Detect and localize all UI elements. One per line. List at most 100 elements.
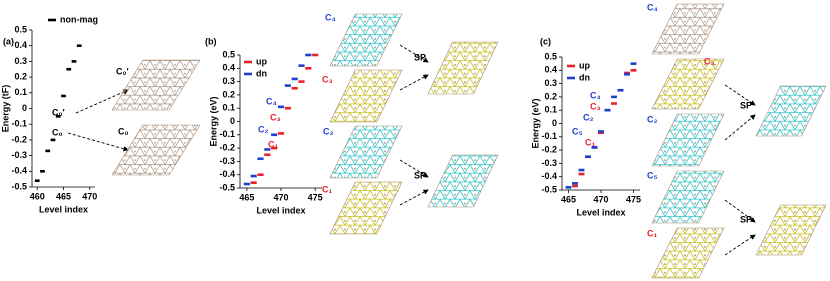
x-tick-label: 465 bbox=[56, 191, 71, 201]
y-tick-label: -0.4 bbox=[219, 169, 235, 179]
annotation: C₂ bbox=[258, 124, 269, 134]
y-tick-label: 0 bbox=[230, 116, 235, 126]
annotation: C₀′ bbox=[52, 107, 65, 117]
annotation: C₃ bbox=[270, 112, 281, 122]
annotation: C₂ bbox=[583, 112, 594, 122]
y-tick-label: 0 bbox=[552, 118, 557, 128]
annotation: C₄ bbox=[590, 90, 601, 100]
x-axis-title: Level index bbox=[39, 204, 88, 214]
structure-label: C₁ bbox=[647, 228, 657, 238]
lattice bbox=[427, 154, 499, 208]
arrows bbox=[67, 44, 756, 256]
arrow bbox=[724, 234, 756, 256]
annotation: C₄ bbox=[266, 96, 277, 106]
arrow bbox=[399, 74, 429, 91]
x-tick-label: 475 bbox=[626, 194, 641, 204]
legend-label: non-mag bbox=[60, 14, 98, 24]
y-tick-label: -0.1 bbox=[11, 119, 27, 129]
x-tick-label: 465 bbox=[239, 192, 254, 202]
y-tick-label: 0.4 bbox=[544, 65, 557, 75]
lattice bbox=[651, 3, 725, 55]
y-tick-label: 0.3 bbox=[14, 56, 27, 66]
y-tick-label: -0.3 bbox=[11, 150, 27, 160]
y-tick-label: -0.5 bbox=[11, 181, 27, 191]
annotation: C₁ bbox=[585, 137, 595, 147]
y-tick-label: -0.4 bbox=[541, 171, 557, 181]
y-tick-label: 0.3 bbox=[222, 76, 235, 86]
arrow bbox=[67, 132, 129, 152]
arrow bbox=[724, 84, 756, 106]
structure-label: C₂ bbox=[323, 126, 334, 136]
panel-label: (a) bbox=[3, 36, 14, 46]
y-tick-label: 0.5 bbox=[222, 49, 235, 59]
annotation: C₃ bbox=[590, 101, 601, 111]
y-tick-label: -0.5 bbox=[219, 182, 235, 192]
y-tick-label: -0.1 bbox=[219, 129, 235, 139]
y-tick-label: 0.4 bbox=[14, 40, 27, 50]
lattice bbox=[755, 204, 827, 256]
x-tick-label: 470 bbox=[82, 191, 97, 201]
y-tick-label: 0.1 bbox=[544, 105, 557, 115]
arrow-label: SP bbox=[414, 170, 426, 180]
legend-label: dn bbox=[256, 68, 267, 78]
arrow bbox=[399, 44, 429, 63]
y-tick-label: 0.3 bbox=[544, 78, 557, 88]
arrow-label: SP bbox=[414, 52, 426, 62]
y-axis-title: Energy (eV) bbox=[530, 98, 540, 148]
y-tick-label: 0.5 bbox=[14, 24, 27, 34]
lattice bbox=[651, 113, 725, 167]
y-tick-label: -0.1 bbox=[541, 131, 557, 141]
arrow-label: SP bbox=[740, 100, 752, 110]
x-axis-title: Level index bbox=[256, 205, 305, 215]
structure-label: C₃ bbox=[322, 74, 333, 84]
y-tick-label: -0.2 bbox=[541, 144, 557, 154]
x-tick-label: 460 bbox=[30, 191, 45, 201]
annotation: C₅ bbox=[572, 126, 583, 136]
lattice bbox=[329, 13, 403, 67]
lattice bbox=[651, 227, 725, 279]
arrow bbox=[399, 189, 429, 206]
y-tick-label: 0.1 bbox=[14, 87, 27, 97]
y-axis-title: Energy (tF) bbox=[0, 85, 10, 133]
legend-label: dn bbox=[579, 72, 590, 82]
lattice bbox=[329, 69, 403, 123]
x-tick-label: 475 bbox=[308, 192, 323, 202]
panel-label: (c) bbox=[540, 36, 551, 46]
y-tick-label: -0.2 bbox=[11, 134, 27, 144]
lattice bbox=[329, 125, 403, 179]
structure-label: C₂ bbox=[647, 114, 658, 124]
y-tick-label: -0.2 bbox=[219, 142, 235, 152]
arrow bbox=[724, 199, 756, 223]
structure-label: C₀′ bbox=[116, 66, 129, 76]
lattice bbox=[755, 85, 827, 137]
y-tick-label: 0.2 bbox=[14, 71, 27, 81]
x-axis-title: Level index bbox=[576, 207, 625, 217]
arrow bbox=[399, 159, 429, 178]
structure-label: C₄ bbox=[325, 12, 336, 22]
y-tick-label: 0.5 bbox=[544, 51, 557, 61]
y-tick-label: 0.2 bbox=[544, 91, 557, 101]
legend-label: up bbox=[256, 56, 267, 66]
y-tick-label: -0.4 bbox=[11, 166, 27, 176]
x-tick-label: 465 bbox=[561, 194, 576, 204]
y-tick-label: 0 bbox=[22, 103, 27, 113]
arrow bbox=[724, 114, 756, 141]
lattice bbox=[651, 170, 725, 224]
y-tick-label: 0.4 bbox=[222, 63, 235, 73]
x-tick-label: 470 bbox=[273, 192, 288, 202]
lattice bbox=[427, 41, 499, 95]
lattice bbox=[111, 124, 201, 176]
y-tick-label: 0.2 bbox=[222, 89, 235, 99]
y-tick-label: 0.1 bbox=[222, 103, 235, 113]
y-tick-label: -0.3 bbox=[541, 158, 557, 168]
lattice bbox=[111, 59, 201, 111]
lattice bbox=[651, 58, 725, 110]
panel-label: (b) bbox=[205, 36, 217, 46]
annotation: C₀ bbox=[52, 127, 63, 137]
structure-label: C₄ bbox=[647, 2, 658, 12]
structure-label: C₀ bbox=[118, 126, 129, 136]
arrow-label: SP bbox=[740, 214, 752, 224]
lattice bbox=[329, 181, 403, 235]
y-tick-label: -0.5 bbox=[541, 184, 557, 194]
structure-label: C₅ bbox=[647, 170, 658, 180]
